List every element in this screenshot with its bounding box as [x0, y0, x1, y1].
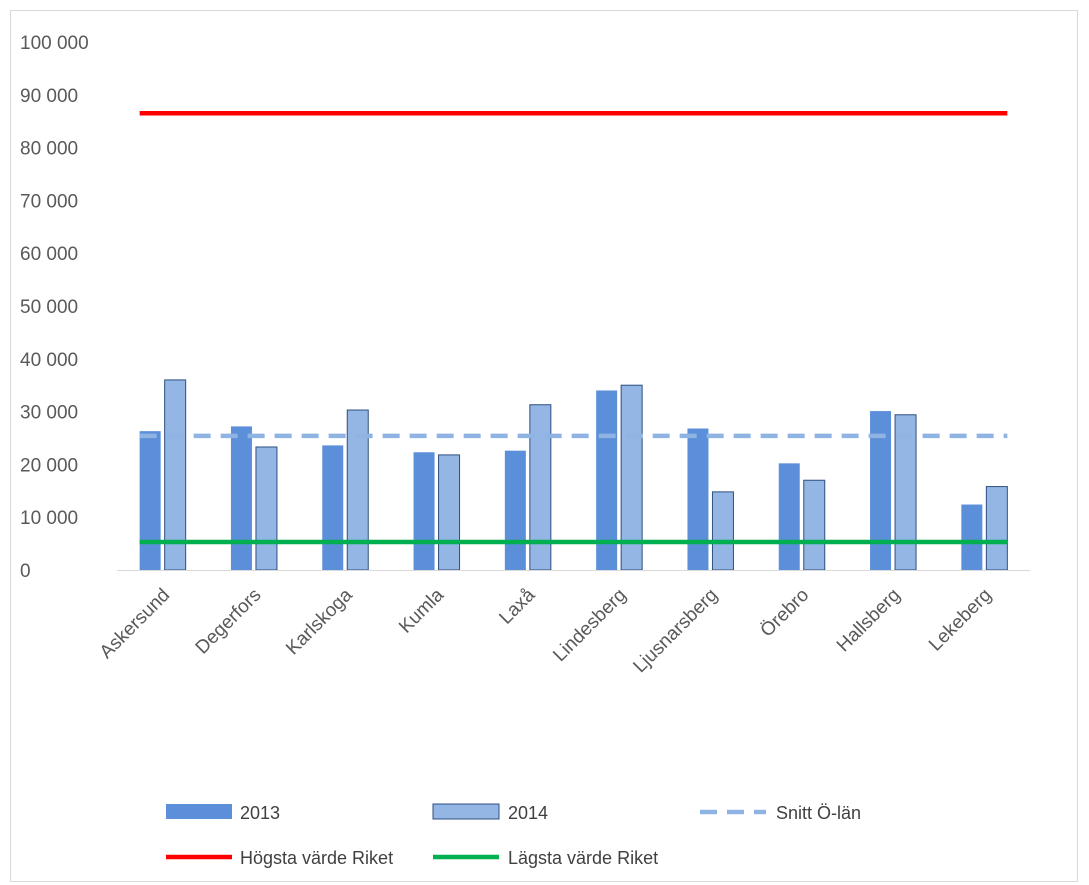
bar-2013-Askersund: [139, 431, 161, 570]
bar-2014-Degerfors: [255, 446, 278, 571]
bar-2013-Degerfors: [230, 426, 252, 570]
y-tick-label: 10 000: [20, 508, 78, 529]
x-tick-label: Ljusnarsberg: [629, 585, 722, 678]
x-tick-label: Örebro: [757, 585, 814, 642]
x-tick-label: Hallsberg: [833, 585, 905, 657]
x-tick-label: Lekeberg: [925, 585, 996, 656]
x-axis: Askersund Degerfors Karlskoga Kumla Laxå Lind…: [96, 570, 1030, 678]
y-tick-label: 30 000: [20, 403, 78, 424]
y-tick-label: 50 000: [20, 297, 78, 318]
bar-2013-Kumla: [413, 452, 435, 570]
reference-lines: [139, 111, 1008, 545]
legend-label-hogsta: Högsta värde Riket: [240, 848, 393, 868]
bar-2014-Laxå: [529, 404, 552, 571]
x-tick-label: Lindesberg: [549, 585, 630, 666]
bar-2013-Hallsberg: [870, 411, 892, 570]
legend-label-2014: 2014: [508, 803, 548, 823]
legend-label-2013: 2013: [240, 803, 280, 823]
x-tick-label: Degerfors: [192, 585, 266, 659]
x-tick-label: Kumla: [395, 584, 448, 637]
y-tick-label: 70 000: [20, 191, 78, 212]
x-tick-label: Laxå: [495, 584, 539, 628]
x-tick-label: Karlskoga: [282, 584, 357, 659]
bar-2013-Lekeberg: [961, 504, 983, 570]
bar-2014-Ljusnarsberg: [711, 491, 734, 571]
bar-2014-Örebro: [803, 479, 826, 571]
y-tick-label: 40 000: [20, 350, 78, 371]
legend-swatch-2013: [166, 804, 232, 819]
legend-swatch-2014: [432, 803, 500, 820]
bar-2013-Örebro: [778, 463, 800, 570]
y-axis: 0 10 000 20 000 30 000 40 000 50 000 60 000 70 …: [20, 33, 89, 582]
y-tick-label: 80 000: [20, 139, 78, 160]
bar-2014-Lekeberg: [985, 486, 1008, 571]
bar-2013-Laxå: [504, 450, 526, 570]
bar-2013-Ljusnarsberg: [687, 428, 709, 570]
legend-label-lagsta: Lägsta värde Riket: [508, 848, 658, 868]
y-tick-label: 0: [20, 561, 31, 582]
legend-label-snitt: Snitt Ö-län: [776, 803, 861, 823]
y-tick-label: 100 000: [20, 33, 89, 54]
y-tick-label: 20 000: [20, 455, 78, 476]
y-tick-label: 60 000: [20, 244, 78, 265]
x-tick-label: Askersund: [96, 585, 174, 663]
bar-2014-Kumla: [438, 454, 461, 571]
legend: 2013 2014 Snitt Ö-län Högsta värde Riket Läg…: [166, 803, 861, 868]
y-tick-label: 90 000: [20, 86, 78, 107]
bar-2013-Karlskoga: [322, 445, 344, 570]
